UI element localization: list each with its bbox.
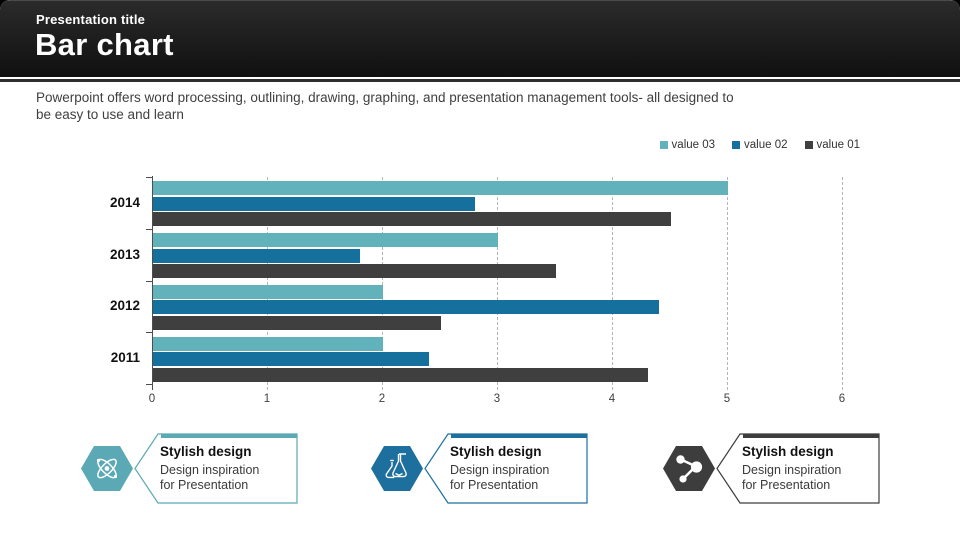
- bar-value-01-2012: [153, 315, 441, 330]
- bar-value-01-2011: [153, 367, 648, 382]
- x-axis-tick-label: 5: [723, 393, 731, 405]
- category-label: 2013: [109, 246, 140, 262]
- atom-icon: [96, 458, 118, 479]
- card-subtitle-line-2: for Presentation: [450, 478, 539, 492]
- legend-item: value 03: [659, 139, 716, 151]
- page-title: Bar chart: [35, 27, 174, 62]
- intro-paragraph: Powerpoint offers word processing, outli…: [36, 89, 734, 123]
- chart-legend: value 03 value 02 value 01: [659, 139, 860, 151]
- x-axis-tick-label: 6: [838, 393, 846, 405]
- category-label: 2014: [109, 194, 140, 210]
- y-axis-tick: [146, 177, 152, 178]
- feature-card-2: Stylish design Design inspiration for Pr…: [368, 432, 590, 506]
- card-title: Stylish design: [742, 444, 834, 459]
- gridline: [267, 177, 268, 390]
- card-shape: [663, 433, 880, 504]
- legend-item: value 02: [732, 139, 788, 151]
- y-axis-tick: [146, 280, 152, 282]
- y-axis-tick: [146, 228, 152, 230]
- feature-card-3: Stylish design Design inspiration for Pr…: [660, 432, 882, 506]
- x-axis-tick-label: 3: [493, 393, 501, 405]
- flask-icon: [385, 453, 407, 479]
- legend-item: value 01: [804, 139, 860, 151]
- card-subtitle-line-2: for Presentation: [160, 478, 249, 492]
- header-divider: [0, 79, 960, 82]
- legend-swatch: [804, 141, 813, 149]
- bar-value-03-2011: [153, 336, 383, 351]
- gridline: [382, 177, 383, 390]
- molecule-icon: [676, 455, 703, 483]
- legend-swatch: [659, 141, 668, 149]
- x-axis-tick-label: 2: [378, 393, 386, 405]
- legend-label: value 02: [744, 139, 788, 151]
- bar-value-01-2014: [153, 212, 671, 227]
- bar-value-02-2013: [153, 248, 360, 263]
- card-shape: [81, 433, 298, 504]
- card-shape: [371, 433, 588, 504]
- bar-value-03-2014: [153, 181, 728, 196]
- bar-value-03-2012: [153, 284, 383, 299]
- gridline: [842, 177, 843, 390]
- x-axis-tick-label: 1: [263, 393, 271, 405]
- y-axis-tick: [146, 332, 152, 334]
- intro-line-2: be easy to use and learn: [36, 107, 184, 122]
- card-subtitle-line-1: Design inspiration: [160, 463, 260, 477]
- gridline: [497, 177, 498, 390]
- gridline: [727, 177, 728, 390]
- slide-header: Presentation title Bar chart: [0, 0, 960, 77]
- category-label: 2011: [110, 350, 140, 366]
- y-axis-tick: [146, 384, 152, 385]
- hexagon-badge: [663, 446, 715, 491]
- x-axis-tick-label: 4: [608, 393, 616, 405]
- bar-value-01-2013: [153, 264, 556, 279]
- gridline: [612, 177, 613, 390]
- category-label: 2012: [109, 298, 140, 314]
- card-title: Stylish design: [160, 444, 252, 459]
- presentation-pretitle: Presentation title: [36, 12, 146, 27]
- x-axis-tick-label: 0: [148, 393, 156, 405]
- bar-value-02-2014: [153, 196, 475, 211]
- card-title: Stylish design: [450, 444, 542, 459]
- legend-swatch: [732, 141, 741, 149]
- card-subtitle-line-1: Design inspiration: [742, 463, 842, 477]
- bar-value-02-2011: [153, 352, 429, 367]
- bar-value-02-2012: [153, 300, 659, 315]
- legend-label: value 03: [671, 139, 716, 151]
- legend-label: value 01: [816, 139, 860, 151]
- card-subtitle-line-1: Design inspiration: [450, 463, 550, 477]
- bar-value-03-2013: [153, 233, 498, 248]
- card-subtitle-line-2: for Presentation: [742, 478, 831, 492]
- feature-card-1: Stylish design Design inspiration for Pr…: [78, 432, 300, 506]
- y-axis-line: [152, 176, 153, 390]
- intro-line-1: Powerpoint offers word processing, outli…: [36, 90, 734, 105]
- hexagon-badge: [371, 446, 423, 491]
